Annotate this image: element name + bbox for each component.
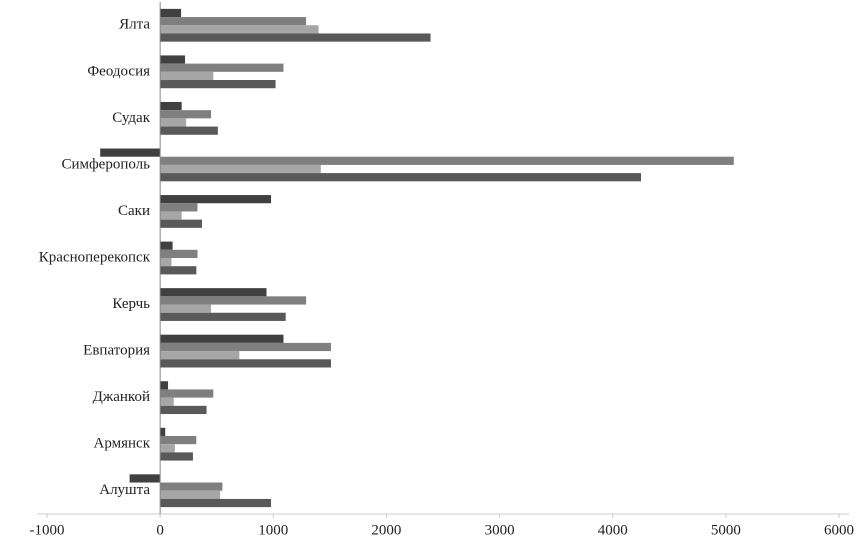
bar [160,63,284,72]
bar [160,405,207,415]
bar [160,241,173,250]
bar [160,304,212,313]
bar [160,164,321,174]
bar [160,498,272,508]
bar [160,266,197,275]
bar [160,25,319,34]
y-tick-label: Армянск [94,436,151,452]
bar [160,211,182,220]
bar [100,148,161,157]
y-tick-label: Симферополь [61,156,150,172]
y-tick-label: Красноперекопск [39,249,151,265]
x-tick-label: 1000 [258,522,288,538]
bar [160,203,198,212]
x-tick-label: -1000 [30,522,65,538]
bar [160,342,331,352]
bar [160,156,734,165]
bar [160,195,272,204]
y-tick-label: Феодосия [87,63,150,79]
bar [160,312,286,321]
y-tick-label: Евпатория [83,343,150,359]
bar [160,55,186,64]
bar [160,427,166,436]
bar [160,296,307,305]
bar [129,474,161,483]
bar [160,351,240,360]
x-tick-label: 5000 [711,522,741,538]
bar [160,334,284,343]
y-tick-label: Керчь [112,296,150,312]
bar [160,381,169,390]
bar [160,288,267,297]
bar [160,258,172,267]
bar [160,110,212,119]
bar [160,118,187,127]
bar [160,452,193,461]
x-tick-label: 4000 [598,522,628,538]
bar [160,397,174,406]
bar [160,249,198,258]
y-tick-label: Судак [112,110,150,126]
bar [160,435,197,445]
y-tick-label: Ялта [119,17,150,33]
bar [160,126,218,135]
y-tick-label: Саки [118,203,150,219]
x-tick-label: 3000 [485,522,515,538]
bar [160,359,331,368]
x-tick-label: 2000 [371,522,401,538]
bar [160,173,641,182]
bar [160,80,276,89]
bar [160,482,223,491]
bar [160,389,214,398]
x-tick-label: 6000 [824,522,854,538]
bar [160,33,431,42]
bar [160,8,182,18]
bar [160,490,221,499]
y-tick-label: Алушта [99,482,150,498]
y-tick-label: Джанкой [93,389,150,405]
bar [160,17,307,26]
bar [160,219,203,228]
bar [160,101,182,111]
x-tick-label: 0 [156,522,164,538]
bar [160,71,214,81]
bar [160,444,175,453]
